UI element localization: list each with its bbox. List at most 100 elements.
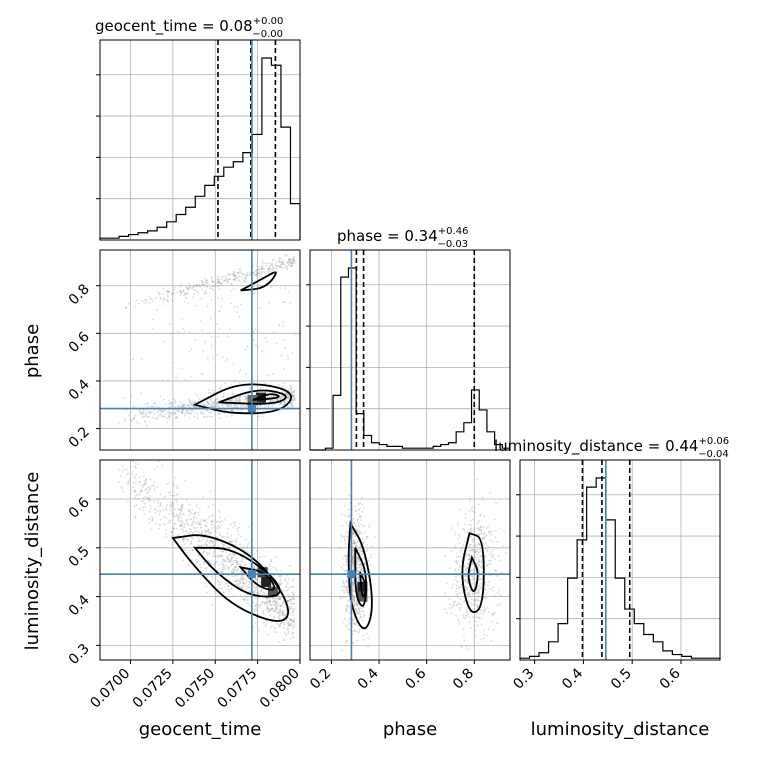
sample-point (357, 606, 360, 609)
sample-point (245, 602, 248, 604)
x-tick-label-luminosity_distance: 0.6 (657, 665, 684, 692)
sample-point (198, 397, 200, 400)
sample-point (182, 409, 185, 412)
sample-point (219, 388, 222, 391)
sample-point (229, 400, 232, 403)
sample-point (474, 545, 477, 548)
sample-point (189, 399, 192, 402)
sample-point (270, 269, 272, 271)
sample-point (207, 505, 210, 508)
sample-point (450, 525, 453, 528)
sample-point (191, 531, 194, 534)
sample-point (483, 514, 486, 517)
sample-point (262, 610, 265, 613)
sample-point (272, 597, 274, 600)
sample-point (286, 574, 288, 577)
sample-point (206, 409, 208, 412)
sample-point (159, 413, 161, 416)
sample-point (356, 639, 359, 642)
sample-point (269, 599, 272, 602)
sample-point (240, 408, 243, 411)
sample-point (456, 556, 459, 558)
sample-point (122, 490, 125, 493)
sample-point (266, 606, 269, 608)
sample-point (279, 397, 282, 400)
sample-point (346, 586, 349, 589)
sample-point (345, 558, 348, 561)
sample-point (285, 392, 288, 395)
sample-point (230, 563, 233, 566)
sample-point (194, 304, 197, 307)
sample-point (243, 582, 246, 585)
sample-point (267, 268, 270, 270)
sample-point (280, 570, 283, 572)
sample-point (280, 582, 283, 585)
sample-point (475, 604, 478, 607)
sample-point (466, 610, 468, 612)
sample-point (181, 520, 184, 523)
sample-point (292, 597, 295, 600)
sample-point (340, 513, 343, 516)
sample-point (353, 521, 356, 523)
sample-point (205, 400, 208, 402)
sample-point (448, 607, 451, 609)
sample-point (147, 412, 150, 415)
sample-point (188, 503, 191, 506)
sample-point (171, 412, 174, 415)
sample-point (218, 587, 220, 590)
sample-point (147, 498, 150, 501)
sample-point (345, 588, 348, 591)
sample-point (261, 267, 264, 270)
sample-point (484, 584, 486, 586)
sample-point (144, 506, 147, 509)
sample-point (369, 556, 372, 559)
sample-point (135, 503, 138, 506)
sample-point (136, 463, 139, 466)
sample-point (289, 402, 292, 405)
sample-point (180, 509, 182, 512)
sample-point (205, 584, 208, 587)
sample-point (148, 295, 151, 298)
sample-point (287, 397, 290, 399)
sample-point (168, 513, 170, 516)
sample-point (272, 566, 275, 569)
sample-point (178, 513, 181, 516)
sample-point (358, 524, 360, 527)
sample-point (121, 464, 124, 467)
sample-point (343, 535, 346, 538)
sample-point (277, 611, 280, 614)
sample-point (459, 586, 462, 589)
sample-point (353, 540, 356, 543)
sample-point (357, 570, 360, 572)
sample-point (188, 285, 191, 288)
sample-point (258, 606, 261, 609)
sample-point (235, 399, 237, 402)
sample-point (291, 595, 294, 598)
sample-point (357, 509, 360, 512)
sample-point (167, 521, 170, 524)
sample-point (284, 402, 287, 405)
sample-point (278, 257, 281, 259)
sample-point (234, 539, 237, 542)
sample-point (185, 498, 188, 501)
sample-point (232, 560, 235, 563)
sample-point (489, 562, 492, 565)
sample-point (166, 536, 169, 539)
sample-point (352, 561, 355, 564)
sample-point (148, 415, 151, 418)
sample-point (181, 406, 184, 409)
sample-point (204, 567, 207, 570)
sample-point (255, 275, 258, 278)
sample-point (352, 539, 355, 542)
sample-point (194, 412, 196, 415)
sample-point (286, 354, 289, 357)
sample-point (163, 340, 166, 343)
sample-point (287, 357, 289, 360)
sample-point (357, 530, 360, 533)
sample-point (275, 622, 278, 625)
title-luminosity-distance-plus: +0.06 (698, 436, 729, 447)
sample-point (258, 629, 261, 632)
sample-point (143, 502, 146, 505)
sample-point (281, 263, 283, 266)
sample-point (210, 299, 213, 302)
